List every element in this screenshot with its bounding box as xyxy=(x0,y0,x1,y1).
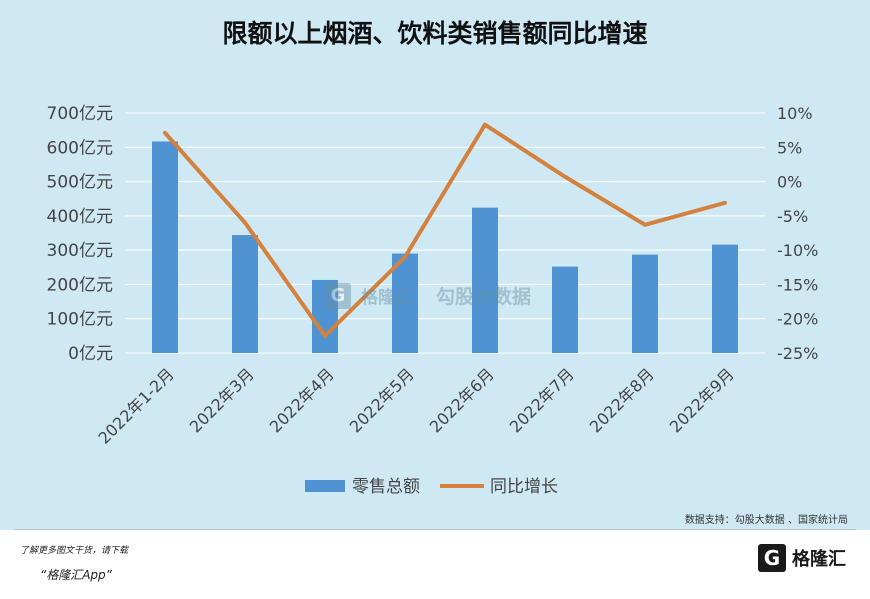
y-left-tick-label: 200亿元 xyxy=(47,275,113,295)
combo-chart: 0亿元 100亿元 200亿元 300亿元 400亿元 500亿元 600亿元 700亿元 -… xyxy=(47,104,819,497)
watermark-site: 勾股大数据 xyxy=(436,286,532,308)
bar-retail-total xyxy=(392,253,418,353)
y-right-tick-label: -5% xyxy=(777,207,808,226)
y-right-tick-label: 0% xyxy=(777,173,802,192)
legend-label-line: 同比增长 xyxy=(490,477,558,497)
y-left-tick-label: 0亿元 xyxy=(68,344,113,364)
footer-divider xyxy=(14,529,856,530)
bar-retail-total xyxy=(712,244,738,353)
bar-retail-total xyxy=(552,266,578,353)
watermark-logo-icon: G xyxy=(325,282,351,309)
y-left-tick-label: 500亿元 xyxy=(47,173,113,193)
x-tick-label: 2022年5月 xyxy=(346,364,418,436)
y-left-tick-label: 100亿元 xyxy=(47,310,113,330)
footer-note: 了解更多图文干货，请下载 xyxy=(20,546,129,556)
y-right-tick-label: -10% xyxy=(777,241,818,260)
footer-app-name: “格隆汇App” xyxy=(40,568,112,582)
bar-retail-total xyxy=(232,235,258,353)
y-right-tick-label: -20% xyxy=(777,310,818,329)
x-tick-label: 2022年7月 xyxy=(506,364,578,436)
x-tick-label: 2022年9月 xyxy=(666,364,738,436)
x-tick-label: 2022年4月 xyxy=(266,364,338,436)
y-left-tick-label: 700亿元 xyxy=(47,104,113,124)
bar-retail-total xyxy=(152,141,178,353)
brand-name: 格隆汇 xyxy=(792,549,846,570)
watermark: G 格隆汇 勾股大数据 xyxy=(325,282,531,309)
y-left-tick-label: 400亿元 xyxy=(47,207,113,227)
bar-retail-total xyxy=(472,207,498,353)
watermark-brand: 格隆汇 xyxy=(361,288,412,308)
y-right-tick-label: -15% xyxy=(777,275,818,294)
source-note: 数据支持：勾股大数据 、国家统计局 xyxy=(684,515,848,526)
legend-swatch-bar xyxy=(305,480,345,492)
brand-mark-icon: G xyxy=(758,544,786,572)
y-right-tick-label: -25% xyxy=(777,344,818,363)
y-right-tick-label: 10% xyxy=(777,104,813,123)
line-yoy-growth xyxy=(163,122,727,338)
bar-retail-total xyxy=(312,279,338,353)
y-right-tick-label: 5% xyxy=(777,138,802,157)
x-tick-label: 2022年1-2月 xyxy=(94,364,177,447)
bar-retail-total xyxy=(632,254,658,353)
legend-label-bar: 零售总额 xyxy=(352,477,420,497)
y-left-tick-label: 600亿元 xyxy=(47,138,113,158)
x-tick-label: 2022年3月 xyxy=(186,364,258,436)
x-tick-label: 2022年6月 xyxy=(426,364,498,436)
y-left-tick-label: 300亿元 xyxy=(47,241,113,261)
chart-title: 限额以上烟酒、饮料类销售额同比增速 xyxy=(222,19,648,48)
brand-logo: G 格隆汇 xyxy=(758,544,846,572)
x-tick-label: 2022年8月 xyxy=(586,364,658,436)
